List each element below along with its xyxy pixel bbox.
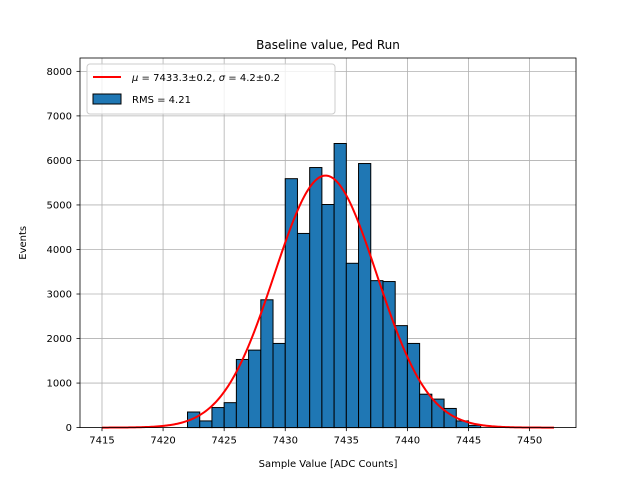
x-tick-label: 7420 — [150, 436, 175, 447]
chart-title: Baseline value, Ped Run — [256, 38, 400, 52]
x-tick-label: 7430 — [273, 436, 298, 447]
x-tick-label: 7450 — [517, 436, 542, 447]
histogram-bar — [211, 407, 225, 429]
y-tick-label: 3000 — [47, 290, 72, 301]
gaussian-fit-curve — [101, 174, 555, 429]
y-tick-label: 4000 — [47, 245, 72, 256]
legend-sigma-value: 4.2±0.2 — [240, 73, 280, 84]
histogram-bar — [382, 281, 396, 429]
histogram-bar — [248, 349, 262, 429]
legend-mu-symbol: μ — [131, 73, 138, 84]
y-tick-label: 0 — [66, 423, 72, 434]
legend-box — [86, 63, 336, 115]
x-tick-label: 7425 — [211, 436, 236, 447]
legend-histogram-label: RMS = 4.21 — [132, 95, 191, 106]
x-axis-ticks: 7415 7420 7425 7430 7435 7440 7445 7450 — [89, 427, 542, 447]
y-tick-label: 2000 — [47, 334, 72, 345]
x-axis-label: Sample Value [ADC Counts] — [259, 459, 398, 470]
histogram-bar — [260, 299, 274, 429]
x-tick-label: 7435 — [334, 436, 359, 447]
histogram-bar — [370, 280, 384, 429]
x-tick-label: 7415 — [89, 436, 114, 447]
histogram-bar — [419, 393, 433, 429]
histogram-bar — [309, 167, 323, 429]
histogram-bar — [358, 163, 372, 429]
y-axis-ticks: 0 1000 2000 3000 4000 5000 6000 7000 8000 — [47, 67, 80, 434]
x-tick-label: 7445 — [456, 436, 481, 447]
x-tick-label: 7440 — [395, 436, 420, 447]
histogram-bar — [345, 262, 360, 429]
histogram-bar — [321, 204, 335, 429]
legend-sigma-symbol: σ — [219, 73, 226, 84]
y-tick-label: 1000 — [47, 379, 72, 390]
y-axis-label: Events — [18, 226, 29, 260]
legend-fit-label: μ = 7433.3±0.2, σ = 4.2±0.2 — [131, 73, 280, 84]
histogram-bar — [199, 420, 213, 429]
y-tick-label: 6000 — [47, 156, 72, 167]
y-tick-label: 7000 — [47, 111, 72, 122]
legend: μ = 7433.3±0.2, σ = 4.2±0.2 RMS = 4.21 — [86, 63, 336, 115]
histogram-bar — [223, 402, 237, 429]
histogram-bar — [272, 342, 286, 429]
legend-histogram-swatch — [92, 93, 122, 105]
legend-mu-value: 7433.3±0.2 — [153, 73, 212, 84]
histogram-bar — [296, 232, 311, 429]
y-tick-label: 5000 — [47, 200, 72, 211]
plot-frame — [79, 57, 577, 429]
histogram-bar — [406, 342, 421, 429]
y-tick-label: 8000 — [47, 67, 72, 78]
